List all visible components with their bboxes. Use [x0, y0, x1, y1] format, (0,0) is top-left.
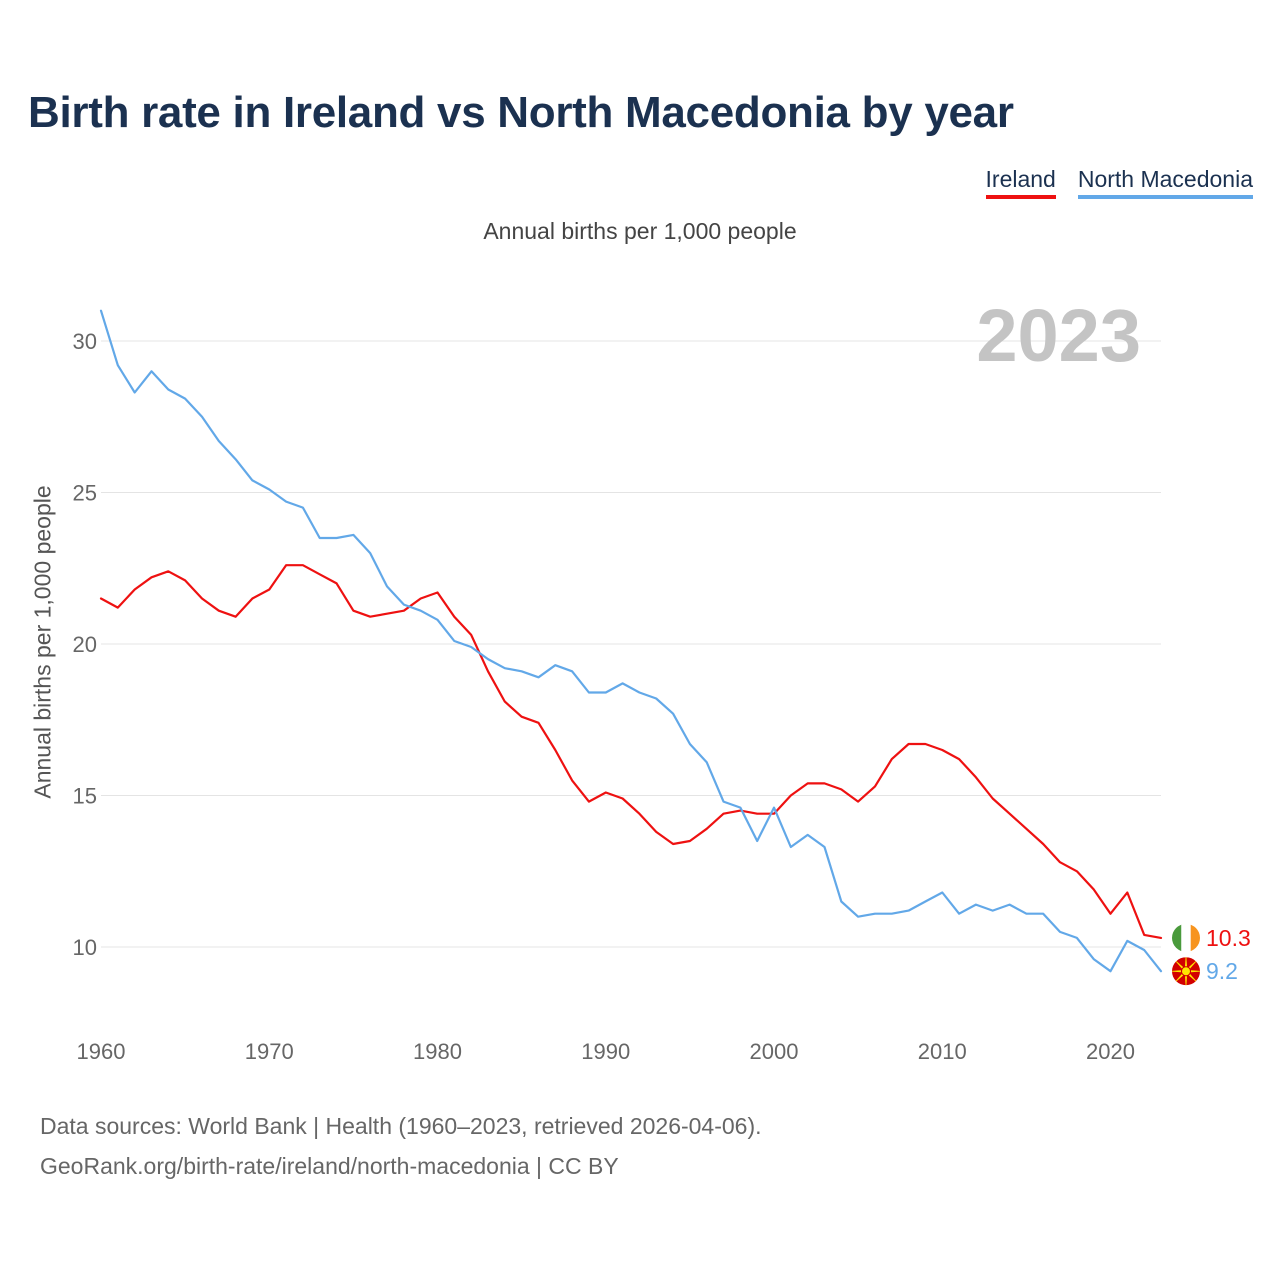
gridlines: [101, 340, 1161, 948]
x-tick-label: 1990: [581, 1039, 630, 1064]
series-endpoints: 10.3 9.2: [1172, 923, 1251, 986]
x-tick-label: 1960: [77, 1039, 126, 1064]
x-axis-ticks: 1960 1970 1980 1990 2000 2010 2020: [77, 1039, 1135, 1064]
legend-item-north-macedonia[interactable]: North Macedonia: [1077, 166, 1253, 199]
series-line-ireland: [99, 564, 1163, 940]
chart-subtitle: Annual births per 1,000 people: [483, 218, 797, 244]
legend: Ireland North Macedonia: [985, 166, 1253, 199]
y-tick-label: 10: [73, 935, 97, 960]
y-tick-label: 20: [73, 632, 97, 657]
x-tick-label: 2010: [918, 1039, 967, 1064]
legend-item-ireland[interactable]: Ireland: [985, 166, 1056, 199]
sources-line-1: Data sources: World Bank | Health (1960–…: [40, 1113, 762, 1139]
data-sources: Data sources: World Bank | Health (1960–…: [40, 1106, 762, 1186]
x-tick-label: 2020: [1086, 1039, 1135, 1064]
y-tick-label: 30: [73, 329, 97, 354]
series-line-north-macedonia: [99, 309, 1163, 973]
north-macedonia-flag-icon: [1172, 957, 1200, 986]
y-tick-label: 15: [73, 784, 97, 809]
x-tick-label: 1970: [245, 1039, 294, 1064]
sources-line-2[interactable]: GeoRank.org/birth-rate/ireland/north-mac…: [40, 1153, 619, 1179]
y-axis-ticks: 10 15 20 25 30: [73, 329, 97, 960]
chart-title: Birth rate in Ireland vs North Macedonia…: [28, 88, 1014, 137]
year-watermark: 2023: [976, 294, 1141, 377]
x-tick-label: 1980: [413, 1039, 462, 1064]
x-tick-label: 2000: [750, 1039, 799, 1064]
y-tick-label: 25: [73, 481, 97, 506]
end-value-label: 9.2: [1206, 958, 1238, 984]
end-value-label: 10.3: [1206, 925, 1251, 951]
series-lines: [99, 309, 1163, 973]
ireland-flag-icon: [1172, 923, 1200, 952]
